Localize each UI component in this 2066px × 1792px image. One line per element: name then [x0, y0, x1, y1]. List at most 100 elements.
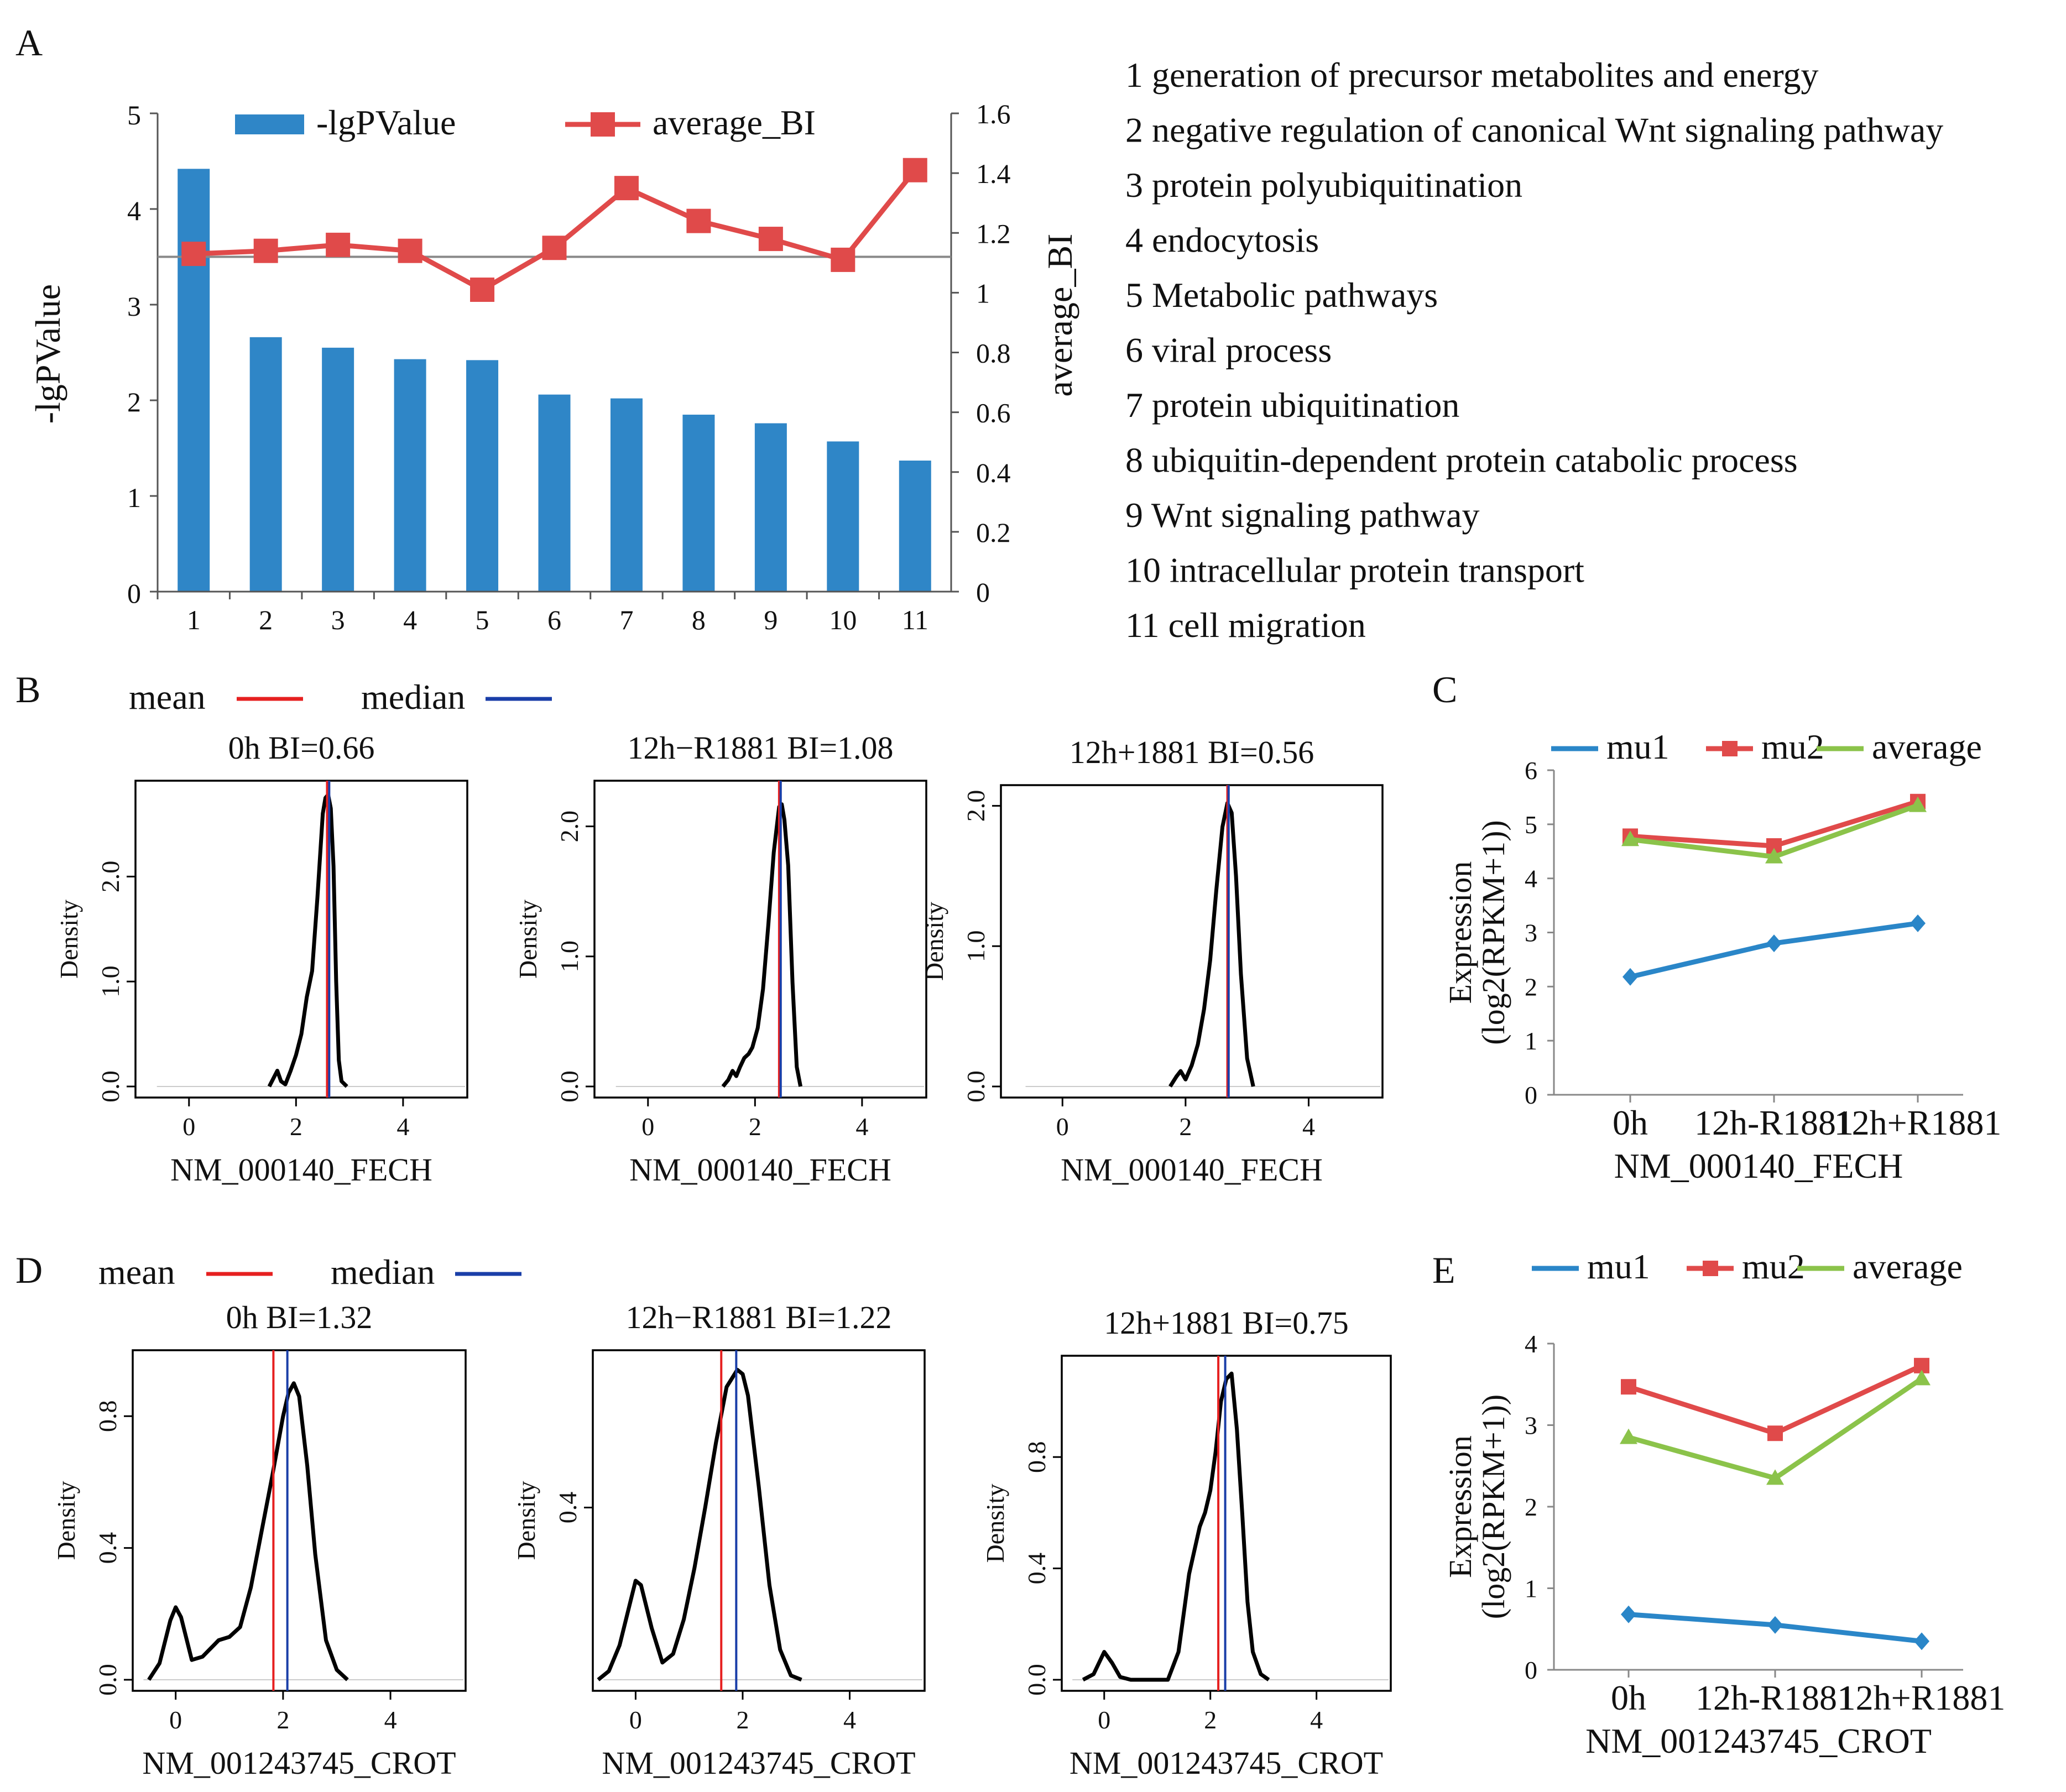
x-tick-label: 0	[641, 1112, 654, 1141]
density-curve	[1168, 801, 1255, 1088]
panel-d-density-plots: mean median 0h BI=1.32 0 2 4 0.0 0.4 0.8 Density N…	[52, 1252, 1392, 1781]
y-axis-label: Density	[981, 1483, 1009, 1563]
x-tick-label: 12h-R1881	[1695, 1678, 1855, 1717]
bar-4	[394, 359, 426, 592]
y-tick-label: 4	[1525, 1330, 1537, 1358]
term-4: 4 endocytosis	[1125, 221, 1319, 260]
x-tick-label: 4	[403, 604, 417, 635]
plot-title: 12h+1881 BI=0.75	[1104, 1305, 1348, 1341]
y-tick-label: 0.0	[93, 1664, 122, 1696]
y-tick-label: 0.4	[1022, 1553, 1051, 1585]
term-9: 9 Wnt signaling pathway	[1125, 495, 1480, 535]
bar-10	[827, 441, 859, 592]
x-axis-label: NM_000140_FECH	[1061, 1152, 1323, 1188]
marker-mu1	[1766, 934, 1782, 953]
x-tick-label: 4	[384, 1706, 397, 1734]
y-axis-label: Density	[920, 902, 948, 981]
plot-frame	[593, 780, 927, 1099]
y-tick-label: 0.8	[93, 1401, 122, 1433]
marker-average	[1766, 1469, 1784, 1485]
y-tick-label: 2.0	[962, 790, 990, 822]
y-tick-label: 1	[1525, 1575, 1537, 1603]
legend-label-median: median	[331, 1252, 435, 1292]
plot-title: 12h−R1881 BI=1.22	[625, 1299, 891, 1335]
plot-frame	[1000, 784, 1384, 1099]
x-tick-label: 2	[749, 1112, 761, 1141]
x-tick-label: 2	[290, 1112, 302, 1141]
y-tick-label: 1.0	[96, 965, 124, 997]
x-tick-label: 11	[902, 604, 928, 635]
x-tick-label: 10	[829, 604, 857, 635]
y-tick-label: 6	[1525, 756, 1537, 785]
y-tick-label: 0.0	[1022, 1664, 1051, 1696]
y2-axis-label: average_BI	[1040, 234, 1079, 397]
x-tick-label: 12h+R1881	[1838, 1678, 2006, 1717]
y-axis-label: Density	[512, 1481, 540, 1560]
density-curve	[1082, 1371, 1270, 1682]
marker-average	[1620, 1428, 1637, 1444]
y-tick-label: 0.0	[962, 1070, 990, 1103]
bar-6	[538, 394, 571, 592]
marker-mu1	[1621, 1605, 1636, 1623]
x-tick-label: 0	[182, 1112, 195, 1141]
y2-tick-label: 1.6	[976, 98, 1011, 129]
average-bi-marker	[686, 208, 711, 233]
legend-marker-mu2	[1703, 1261, 1718, 1276]
y-tick-label: 2.0	[555, 811, 583, 843]
legend-swatch-marker	[591, 112, 615, 137]
y-axis-label: Density	[52, 1481, 80, 1560]
x-tick-label: 1	[187, 604, 201, 635]
panel-letter-c: C	[1432, 668, 1457, 710]
y-tick-label: 5	[1525, 811, 1537, 839]
marker-mu1	[1910, 914, 1926, 932]
x-tick-label: 2	[1204, 1706, 1217, 1734]
y2-tick-label: 1.2	[976, 218, 1011, 249]
marker-mu1	[1767, 1616, 1783, 1634]
y-axis-label: -lgPValue	[28, 284, 67, 424]
term-11: 11 cell migration	[1125, 605, 1366, 645]
legend-label-mu2: mu2	[1761, 727, 1824, 766]
legend-label-bar: -lgPValue	[316, 103, 456, 142]
x-tick-label: 3	[331, 604, 345, 635]
y-tick-label: 2.0	[96, 861, 124, 893]
x-axis-label: NM_000140_FECH	[170, 1152, 432, 1188]
plot-title: 12h−R1881 BI=1.08	[627, 730, 893, 766]
y-tick-label: 0.0	[96, 1070, 124, 1103]
legend-label-mu2: mu2	[1742, 1247, 1805, 1286]
y2-tick-label: 0.4	[976, 457, 1011, 488]
bar-7	[610, 398, 643, 592]
average-bi-marker	[831, 247, 855, 272]
y-tick-label: 0	[1525, 1656, 1537, 1684]
y-tick-label: 0	[127, 578, 141, 609]
plot-frame	[134, 780, 468, 1099]
legend-label-line: average_BI	[653, 103, 816, 142]
legend-label-mu1: mu1	[1606, 727, 1670, 766]
bar-1	[178, 169, 210, 592]
x-axis-label: NM_001243745_CROT	[602, 1745, 915, 1781]
series-line-mu2	[1627, 1363, 1923, 1436]
marker-mu2	[1621, 1379, 1636, 1395]
y-tick-label: 0.4	[93, 1532, 122, 1564]
plot-frame	[592, 1349, 926, 1692]
average-bi-marker	[326, 232, 351, 257]
y-tick-label: 3	[1525, 919, 1537, 947]
marker-average	[1913, 1370, 1931, 1386]
x-tick-label: 4	[855, 1112, 868, 1141]
average-bi-marker	[758, 227, 783, 252]
average-bi-marker	[542, 236, 567, 260]
plot-title: 0h BI=0.66	[228, 730, 375, 766]
y-axis-label-line2: (log2(RPKM+1))	[1475, 1394, 1511, 1619]
panel-letter-e: E	[1432, 1249, 1455, 1291]
term-10: 10 intracellular protein transport	[1125, 551, 1584, 590]
bar-9	[754, 423, 787, 592]
panel-a-chart: 0 1 2 3 4 5 0 0.2 0.4 0.6 0.8 1 1.2 1.4 1.6 1 2 3 4 5 6 7 8 9 10…	[28, 98, 1079, 635]
average-bi-line	[194, 168, 917, 293]
y2-tick-label: 0.8	[976, 338, 1011, 369]
average-bi-marker	[470, 277, 495, 302]
x-tick-label: 5	[476, 604, 489, 635]
x-tick-label: 4	[1302, 1112, 1315, 1141]
x-axis-label: NM_001243745_CROT	[1069, 1745, 1383, 1781]
legend-label-mean: mean	[98, 1252, 175, 1292]
